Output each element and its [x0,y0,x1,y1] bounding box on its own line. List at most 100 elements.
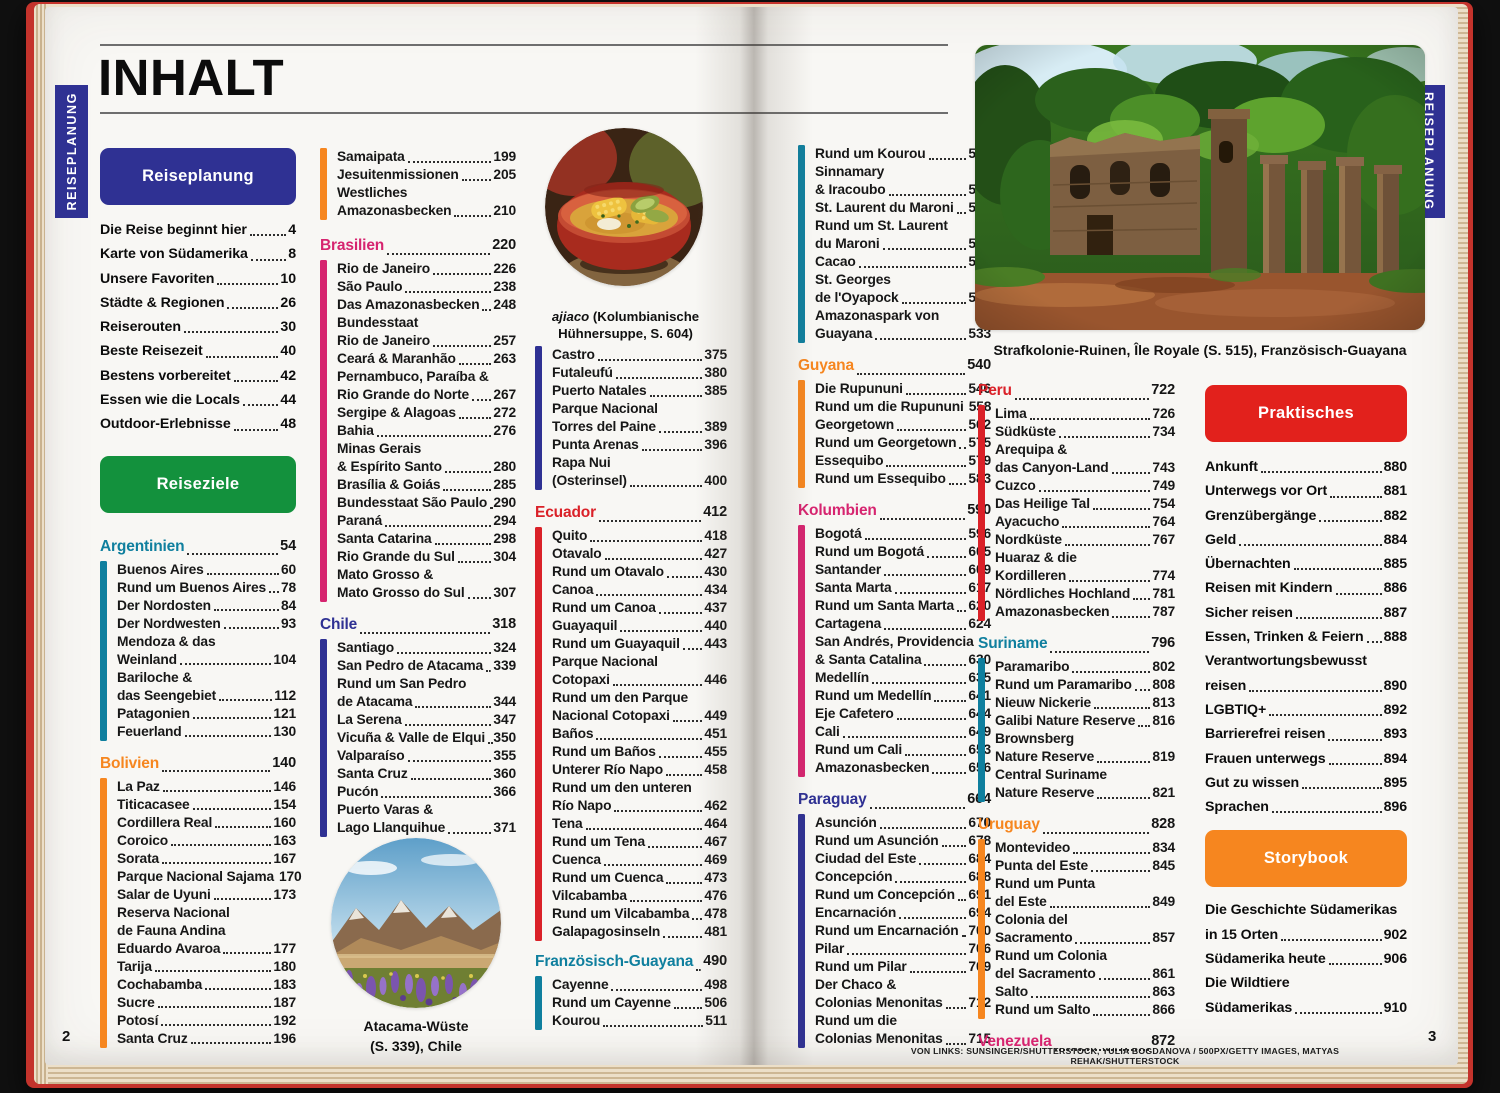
entry-label: de Fauna Andina [117,922,226,938]
entry-label: Karte von Südamerika [100,246,248,263]
dotted-leader [905,753,967,756]
toc-entry: Rund um Kourou515 [815,145,991,163]
dotted-leader [223,952,272,955]
dotted-leader [692,917,703,920]
entry-label: Futaleufú [552,365,613,380]
entry-page-number: 506 [704,995,727,1010]
entry-page-number: 8 [288,246,296,263]
dotted-leader [603,863,703,866]
dotted-leader [1328,963,1382,966]
entry-label: Rund um Cayenne [552,995,671,1010]
entry-page-number: 726 [1152,406,1175,421]
toc-entry: Lago Llanquihue 371 [337,819,516,837]
entry-label: Santa Cruz [117,1030,188,1046]
entry-page-number: 154 [273,796,296,812]
entry-label: Rund um die [815,1013,897,1028]
section-group: Buenos Aires 60 Rund um Buenos Aires 78 Der … [100,560,296,741]
toc-entry: Pucón 366 [337,783,516,801]
entry-page-number: 624 [968,616,991,631]
entry-label: Sergipe & Alagoas [337,405,456,420]
entry-label: Arequipa & [995,442,1068,457]
entry-page-number: 192 [273,1012,296,1028]
entry-label: Rund um Pilar [815,959,907,974]
dotted-leader [934,699,967,702]
country-heading: Argentinien 54 [100,534,296,559]
toc-entry: Bundesstaat [337,314,516,332]
toc-entry: Cuenca 469 [552,851,727,869]
entry-label: Sorata [117,850,160,866]
toc-entry: Cayenne 498 [552,976,727,994]
entry-label: Unterer Río Napo [552,762,664,777]
section-group: Paramaribo 802 Rund um Paramaribo 808 Nieuw … [978,658,1175,802]
entry-label: Sprachen [1205,799,1269,816]
toc-entry: Baños 451 [552,725,727,743]
section-box-reiseziele: Reiseziele [100,455,296,513]
entry-page-number: 140 [272,754,296,771]
entry-page-number: 880 [1383,459,1407,475]
dotted-leader [1073,851,1151,854]
entry-page-number: 248 [493,297,516,312]
entry-page-number: 380 [704,365,727,380]
entry-page-number: 307 [493,585,516,600]
entry-label: & Espírito Santo [337,459,442,474]
entry-page-number: 360 [493,766,516,781]
toc-entry: Santa Catarina 298 [337,530,516,548]
entry-label: Rund um Colonia [995,948,1107,963]
entry-label: Coroico [117,832,169,848]
toc-section: Kolumbien590Bogotá596Rund um Bogotá605Sa… [798,498,991,777]
dotted-leader [1097,760,1151,763]
entry-label: San Andrés, Providencia [815,634,974,649]
dotted-leader [1134,688,1151,691]
section-color-bar [798,814,805,1048]
entry-page-number: 205 [493,167,516,182]
toc-entry: Nacional Cotopaxi 449 [552,707,727,725]
entry-label: das Seengebiet [117,687,217,703]
toc-entry: Reisen mit Kindern 886 [1205,576,1407,600]
entry-label: Rund um Asunción [815,833,939,848]
entry-label: Santa Catarina [337,531,432,546]
toc-entry: Westliches [337,184,516,202]
entry-label: Rund um Concepción [815,887,955,902]
entry-label: Buenos Aires [117,561,204,577]
entry-page-number: 540 [967,357,991,373]
entry-label: Cayenne [552,977,609,992]
entry-label: Guayana [815,326,873,341]
entry-label: Cotopaxi [552,672,610,687]
entry-label: Lima [995,406,1027,421]
entry-page-number: 434 [704,582,727,597]
toc-entry: Reiserouten 30 [100,315,296,339]
dotted-leader [666,881,703,884]
toc-entry: Montevideo 834 [995,839,1175,857]
section-color-bar [798,380,805,488]
dotted-leader [1098,977,1151,980]
entry-label: LGBTIQ+ [1205,701,1267,718]
entry-label: Sinnamary [815,164,885,179]
box-label: Reiseplanung [142,167,254,185]
entry-page-number: 476 [704,888,727,903]
entry-page-number: 344 [493,694,516,709]
entry-label: Outdoor-Erlebnisse [100,416,231,433]
entry-label: Cacao [815,254,856,269]
entry-page-number: 298 [493,531,516,546]
toc-entry: Bariloche & [117,669,296,687]
toc-entry: Rund um Guayaquil 443 [552,635,727,653]
dotted-leader [648,845,703,848]
entry-label: Rund um Vilcabamba [552,906,690,921]
toc-entry: Valparaíso 355 [337,747,516,765]
section-group: Cayenne 498 Rund um Cayenne 506 Kourou 511 [535,976,727,1030]
toc-entry: Tena 464 [552,815,727,833]
toc-entry: Karte von Südamerika 8 [100,242,296,266]
toc-section: Brasilien 220 Rio de Janeiro 226 São Paulo 23… [320,233,516,602]
entry-page-number: 60 [280,561,296,577]
dotted-leader [187,553,279,556]
section-color-bar [978,839,985,1019]
entry-label: Tena [552,816,583,831]
dotted-leader [928,157,967,160]
dotted-leader [614,809,703,812]
dotted-leader [205,355,279,358]
ruins-caption: Strafkolonie-Ruinen, Île Royale (S. 515)… [993,342,1407,358]
entry-page-number: 816 [1152,713,1175,728]
toc-entry: Rund um Otavalo 430 [552,563,727,581]
toc-entry: Sprachen 896 [1205,795,1407,819]
toc-entry: Tarija 180 [117,958,296,976]
